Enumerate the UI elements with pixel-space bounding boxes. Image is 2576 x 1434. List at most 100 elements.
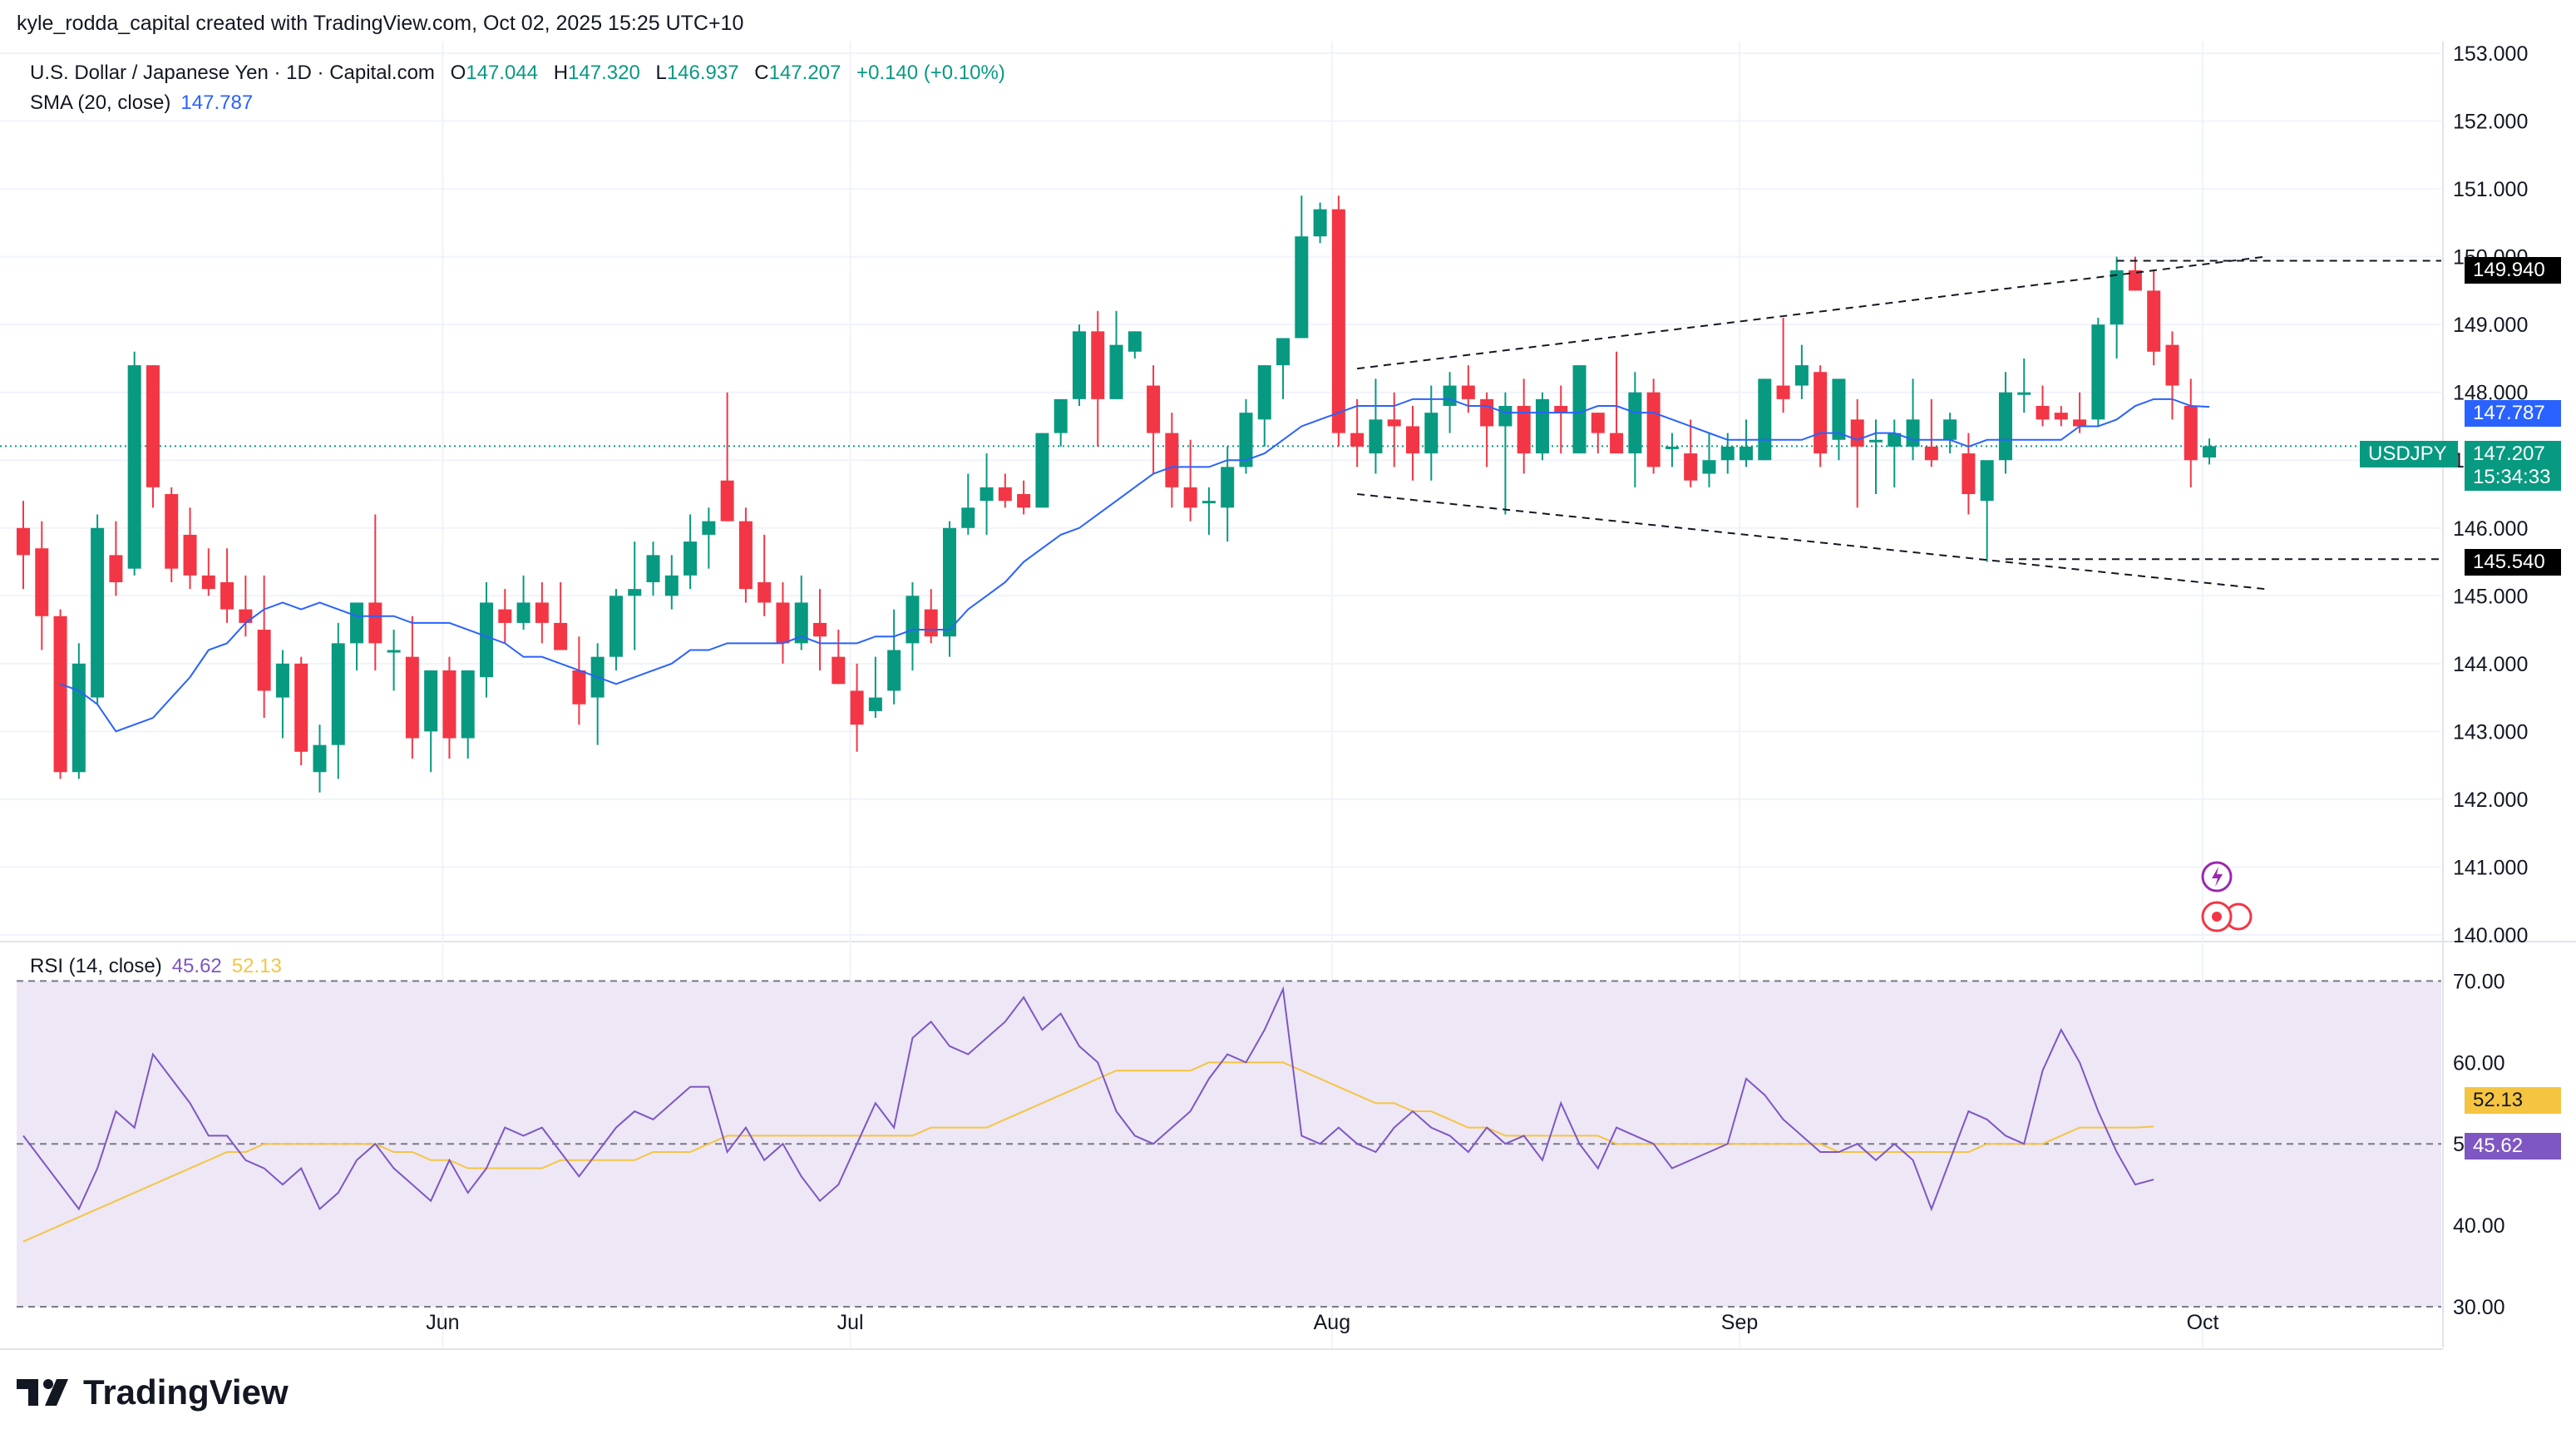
- rsi-label[interactable]: RSI (14, close): [30, 955, 162, 977]
- candle-body: [53, 616, 67, 773]
- candle-body: [1610, 433, 1624, 454]
- candle-body: [1054, 398, 1068, 433]
- candle-body: [109, 555, 123, 582]
- candle-body: [1257, 365, 1271, 420]
- rsi-tick-label: 70.00: [2453, 970, 2505, 993]
- candle-body: [2073, 419, 2087, 427]
- candle-body: [1665, 446, 1679, 449]
- candle-body: [1498, 406, 1513, 427]
- y-tick-label: 153.000: [2453, 42, 2528, 66]
- x-tick-label: Oct: [2187, 1311, 2219, 1334]
- open-label: O: [450, 62, 466, 84]
- candle-body: [368, 602, 382, 644]
- rsi-ma-price-label: 52.13: [2465, 1087, 2561, 1114]
- bar-countdown: 15:34:33: [2465, 464, 2561, 491]
- x-tick-label: Aug: [1314, 1311, 1350, 1334]
- candle-body: [868, 697, 882, 711]
- candle-body: [2036, 406, 2050, 420]
- candle-body: [683, 541, 698, 576]
- candle-body: [1572, 365, 1587, 454]
- candle-body: [1869, 439, 1883, 443]
- price-chart[interactable]: JunJulAugSepOct153.000152.000151.000150.…: [0, 0, 2576, 1364]
- high-value: 147.320: [568, 62, 640, 84]
- y-tick-label: 141.000: [2453, 856, 2528, 879]
- candle-body: [201, 575, 215, 590]
- candle-body: [275, 663, 289, 698]
- candle-body: [1535, 398, 1549, 454]
- candle-body: [1313, 209, 1327, 237]
- candle-body: [2054, 413, 2068, 420]
- candle-body: [943, 527, 956, 637]
- candle-body: [961, 507, 975, 528]
- candle-body: [1832, 378, 1846, 440]
- sma-label[interactable]: SMA (20, close): [30, 91, 171, 114]
- open-value: 147.044: [466, 62, 539, 84]
- candle-body: [572, 670, 586, 705]
- x-tick-label: Sep: [1721, 1311, 1758, 1334]
- close-value: 147.207: [768, 62, 841, 84]
- candle-body: [2128, 269, 2142, 291]
- candle-body: [1387, 419, 1401, 427]
- sma-price-label: 147.787: [2465, 400, 2561, 427]
- symbol-title[interactable]: U.S. Dollar / Japanese Yen · 1D · Capita…: [30, 62, 435, 84]
- rsi-legend: RSI (14, close) 45.62 52.13: [30, 955, 282, 978]
- rsi-tick-label: 60.00: [2453, 1051, 2505, 1075]
- economic-event-dot: [2212, 912, 2222, 922]
- rsi-tick-label: 30.00: [2453, 1296, 2505, 1319]
- candle-body: [1794, 365, 1809, 386]
- candle-body: [91, 527, 105, 698]
- candle-body: [350, 602, 364, 644]
- low-value: 146.937: [666, 62, 739, 84]
- candle-body: [1406, 426, 1419, 454]
- candle-body: [1943, 419, 1957, 440]
- candle-body: [387, 650, 401, 653]
- candle-body: [1128, 331, 1142, 352]
- candle-body: [72, 663, 86, 773]
- high-label: H: [553, 62, 569, 84]
- y-tick-label: 145.000: [2453, 585, 2528, 608]
- candle-body: [17, 527, 30, 556]
- low-label: L: [655, 62, 667, 84]
- candle-body: [516, 602, 530, 623]
- candle-body: [1720, 446, 1735, 461]
- candle-body: [2110, 269, 2124, 325]
- candle-body: [127, 365, 141, 569]
- candle-body: [498, 609, 512, 623]
- rsi-ma-value: 52.13: [231, 955, 282, 977]
- candle-body: [738, 521, 753, 590]
- candle-body: [461, 670, 475, 739]
- candle-body: [702, 521, 716, 535]
- candle-body: [1628, 392, 1642, 454]
- y-tick-label: 146.000: [2453, 517, 2528, 541]
- tradingview-logo[interactable]: TradingView: [17, 1372, 289, 1412]
- candle-body: [1646, 392, 1661, 467]
- candle-body: [1684, 453, 1698, 481]
- candle-body: [183, 534, 197, 576]
- candle-body: [980, 487, 994, 502]
- candle-body: [1165, 433, 1179, 487]
- candle-body: [1295, 236, 1309, 339]
- candle-body: [1091, 331, 1105, 399]
- candle-body: [331, 643, 345, 745]
- rsi-line: [22, 986, 2154, 1212]
- candle-body: [1740, 446, 1754, 461]
- candle-body: [646, 555, 660, 582]
- chart-attribution: kyle_rodda_capital created with TradingV…: [17, 12, 744, 35]
- candle-body: [1758, 378, 1772, 461]
- candle-body: [1035, 433, 1049, 508]
- candle-body: [1461, 385, 1475, 399]
- candle-body: [1239, 413, 1253, 467]
- candle-body: [1183, 487, 1197, 508]
- candle-body: [906, 596, 920, 644]
- candle-body: [1331, 209, 1345, 433]
- y-tick-label: 151.000: [2453, 178, 2528, 201]
- change-value: +0.140 (+0.10%): [856, 62, 1005, 84]
- x-tick-label: Jun: [426, 1311, 459, 1334]
- close-label: C: [754, 62, 769, 84]
- candle-body: [776, 602, 790, 644]
- candle-body: [664, 575, 679, 596]
- candle-body: [294, 663, 308, 752]
- y-tick-label: 152.000: [2453, 111, 2528, 134]
- trendline-lower-line: [1357, 493, 2265, 591]
- candle-body: [146, 365, 160, 487]
